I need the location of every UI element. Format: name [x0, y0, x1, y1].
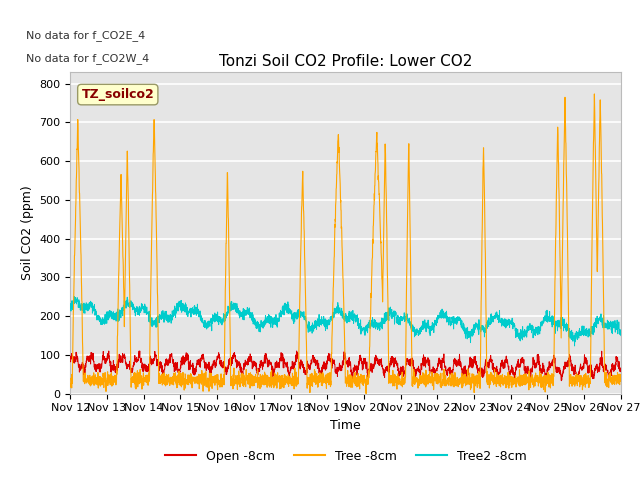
X-axis label: Time: Time — [330, 419, 361, 432]
Text: No data for f_CO2W_4: No data for f_CO2W_4 — [26, 53, 150, 64]
Text: TZ_soilco2: TZ_soilco2 — [81, 88, 154, 101]
Legend: Open -8cm, Tree -8cm, Tree2 -8cm: Open -8cm, Tree -8cm, Tree2 -8cm — [159, 445, 532, 468]
Y-axis label: Soil CO2 (ppm): Soil CO2 (ppm) — [21, 185, 34, 280]
Text: No data for f_CO2E_4: No data for f_CO2E_4 — [26, 30, 146, 41]
Title: Tonzi Soil CO2 Profile: Lower CO2: Tonzi Soil CO2 Profile: Lower CO2 — [219, 54, 472, 70]
